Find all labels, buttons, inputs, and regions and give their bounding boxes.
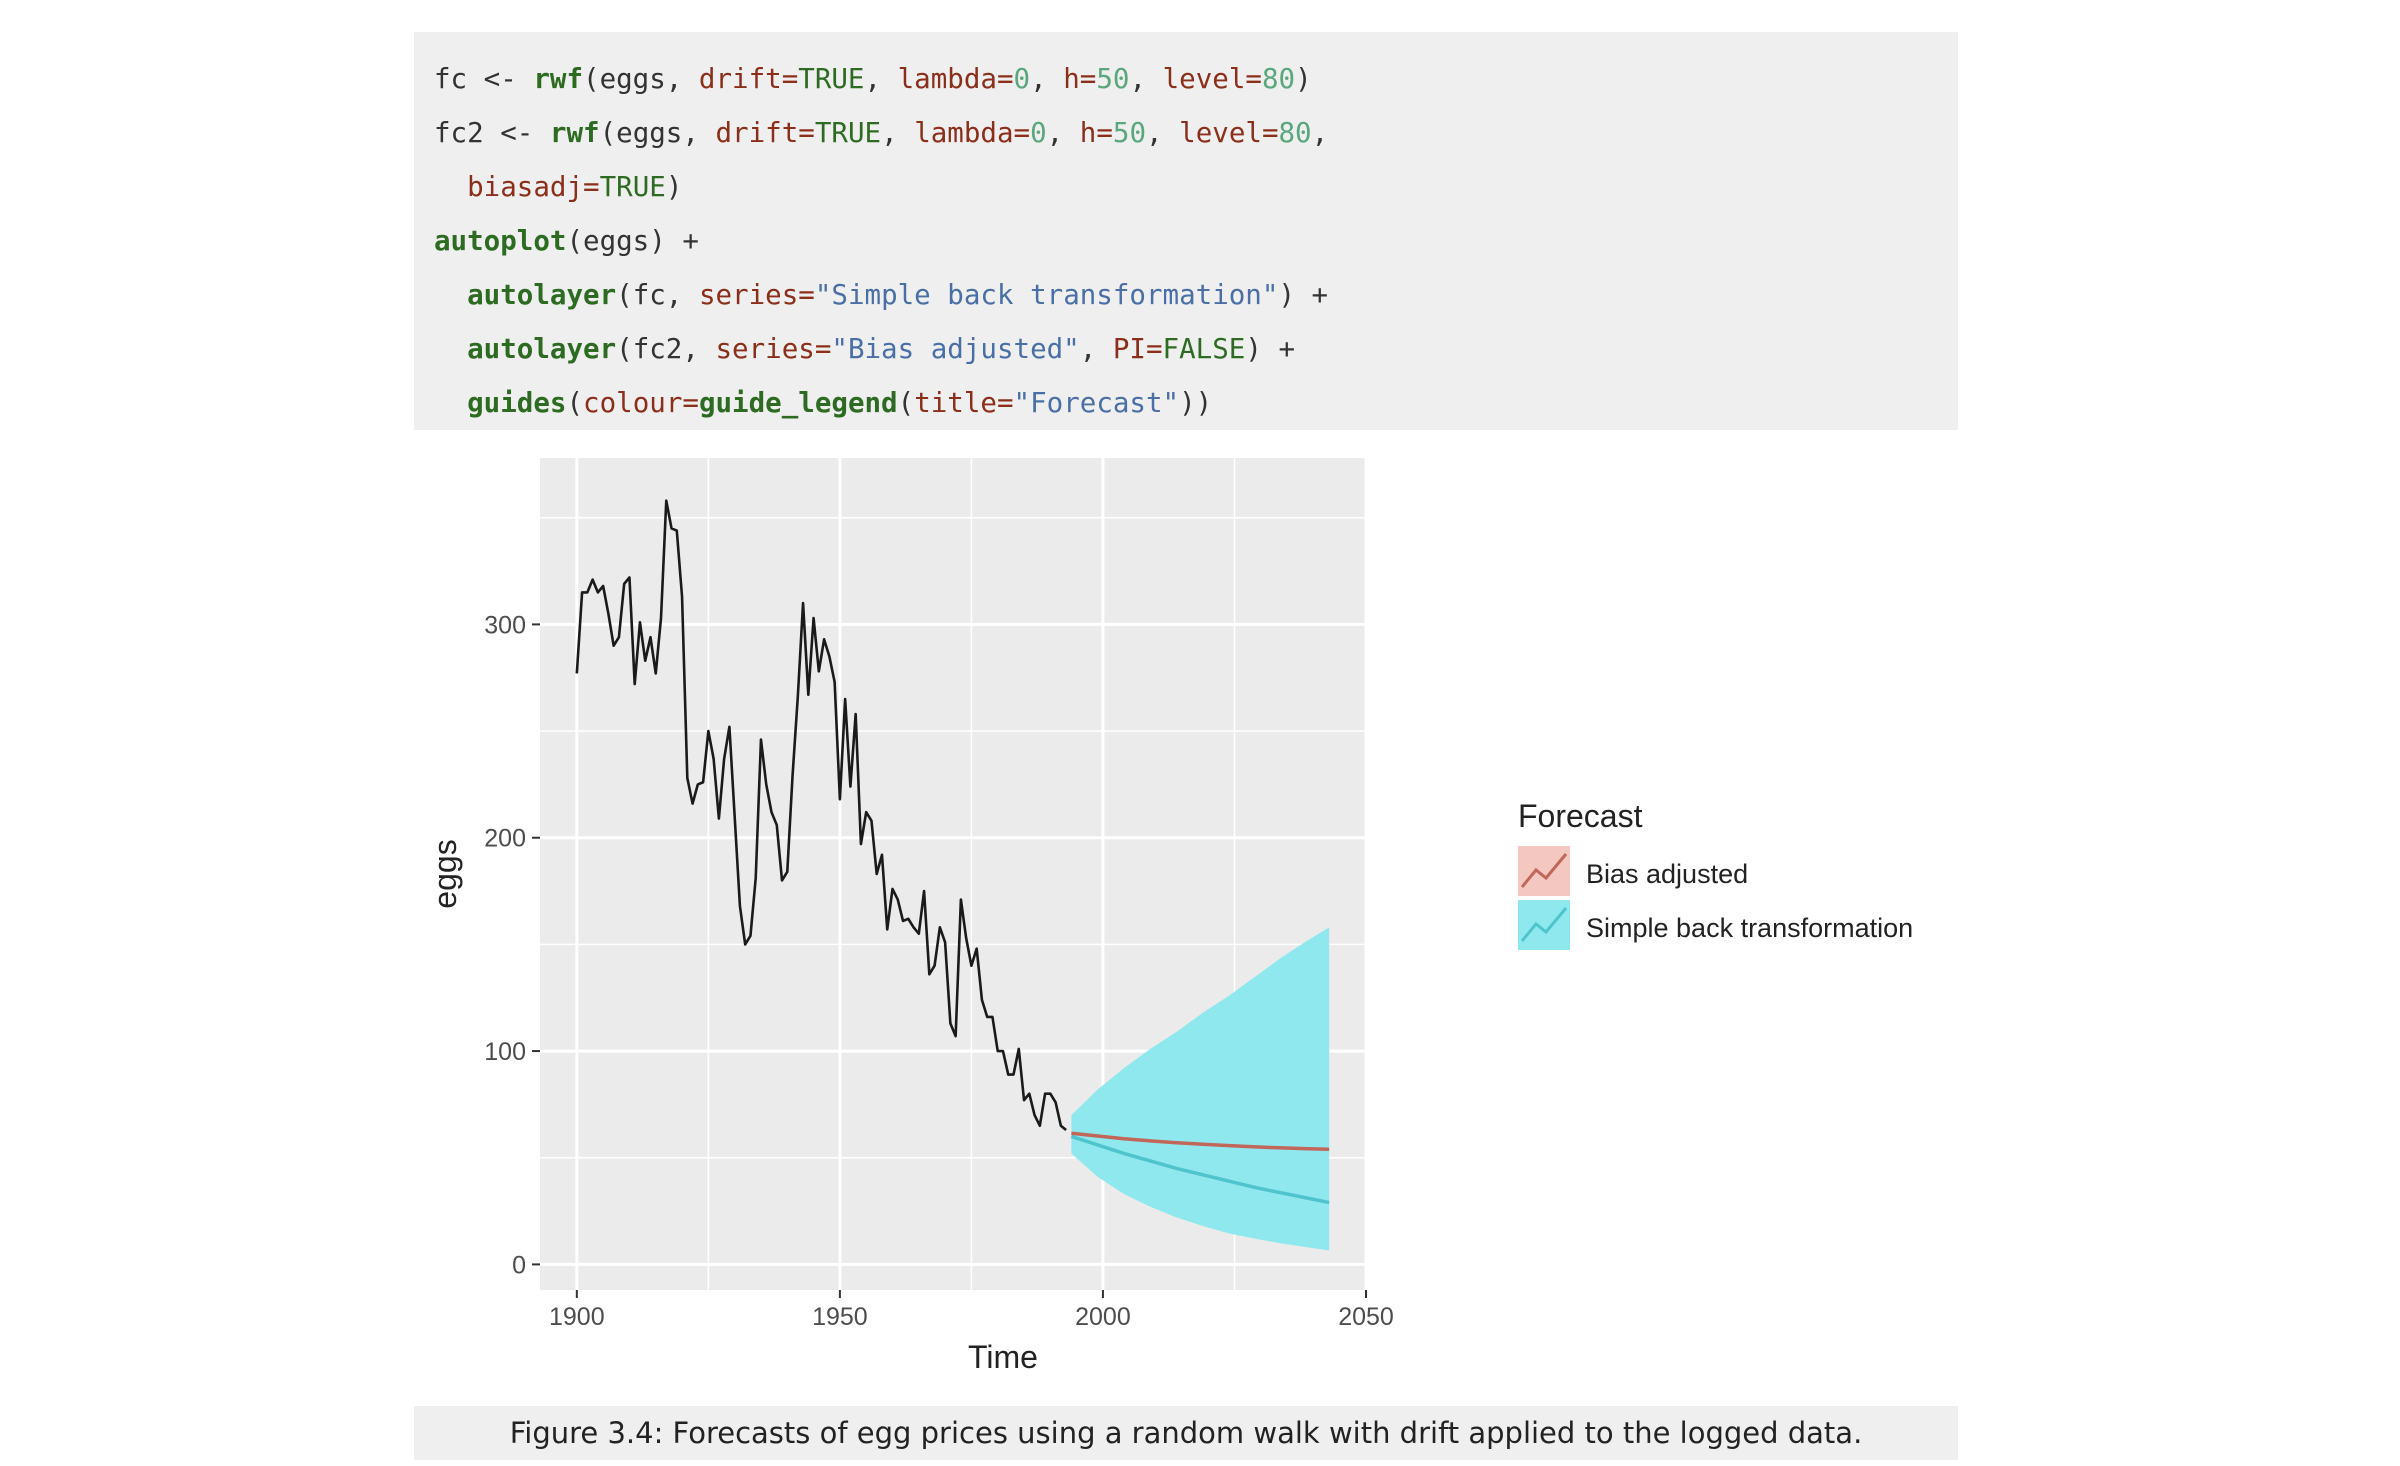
legend-line-simple-back-transformation [1520, 907, 1568, 942]
code-token: TRUE [599, 171, 666, 203]
code-token: guides [467, 387, 567, 419]
code-token: "Simple back transformation" [814, 279, 1279, 311]
code-token: level= [1162, 63, 1262, 95]
code-token: ( [566, 387, 584, 419]
code-line: autoplot(eggs) + [434, 214, 1938, 268]
code-token: 0 [1013, 63, 1031, 95]
code-token: guide_legend [698, 387, 898, 419]
code-token: ) + [1278, 279, 1329, 311]
code-token: rwf [533, 63, 584, 95]
code-token: series= [715, 333, 832, 365]
code-token: , [1030, 63, 1064, 95]
y-tick-label: 200 [484, 825, 526, 853]
code-line: fc <- rwf(eggs, drift=TRUE, lambda=0, h=… [434, 52, 1938, 106]
code-token: (fc, [616, 279, 699, 311]
code-token: , [1046, 117, 1080, 149]
legend-title: Forecast [1518, 798, 1643, 834]
y-tick-label: 0 [512, 1251, 526, 1279]
forecast-chart: 1900 1950 2000 2050 0 100 200 300 Time eggs For… [427, 458, 1913, 1375]
x-tick-label: 2050 [1338, 1303, 1394, 1331]
forecast-line-simple-back-transformation [1070, 1134, 1330, 1205]
code-token: lambda= [897, 63, 1014, 95]
code-token [434, 387, 467, 419]
prediction-interval-bands [1071, 927, 1330, 1251]
code-line: biasadj=TRUE) [434, 160, 1938, 214]
code-token: TRUE [814, 117, 882, 149]
code-token: , [1311, 117, 1329, 149]
code-token: series= [698, 279, 815, 311]
code-line: autolayer(fc2, series="Bias adjusted", P… [434, 322, 1938, 376]
history-line-eggs [575, 499, 1067, 1132]
code-token: "Forecast" [1013, 387, 1180, 419]
code-token: (eggs) + [566, 225, 699, 257]
legend-label-simple-back-transformation: Simple back transformation [1586, 913, 1913, 943]
y-tick-label: 100 [484, 1038, 526, 1066]
code-token: FALSE [1162, 333, 1246, 365]
y-axis-label: eggs [427, 839, 463, 908]
code-token: PI= [1112, 333, 1163, 365]
code-token: 80 [1278, 117, 1312, 149]
axes: 1900 1950 2000 2050 0 100 200 300 [484, 611, 1394, 1331]
code-line: autolayer(fc, series="Simple back transf… [434, 268, 1938, 322]
pi-band-simple-back-transformation [1071, 927, 1330, 1251]
code-block: fc <- rwf(eggs, drift=TRUE, lambda=0, h=… [414, 32, 1958, 430]
code-token: , [1079, 333, 1113, 365]
x-tick-label: 1950 [812, 1303, 868, 1331]
code-token [434, 333, 467, 365]
code-token: fc2 <- [434, 117, 550, 149]
code-token: (eggs, [583, 63, 699, 95]
code-token: )) [1179, 387, 1213, 419]
code-token: drift= [715, 117, 815, 149]
code-token [434, 171, 467, 203]
code-token: 0 [1030, 117, 1047, 149]
code-token: fc <- [434, 63, 534, 95]
code-token: ) [1295, 63, 1312, 95]
code-token: colour= [583, 387, 699, 419]
legend: Forecast Bias adjusted Simple back trans… [1518, 798, 1913, 950]
code-token: h= [1063, 63, 1097, 95]
code-token: level= [1179, 117, 1279, 149]
code-token: (eggs, [599, 117, 716, 149]
x-tick-label: 2000 [1075, 1303, 1131, 1331]
code-token: rwf [549, 117, 600, 149]
code-token: , [1146, 117, 1180, 149]
x-tick-label: 1900 [549, 1303, 605, 1331]
grid-minor [540, 458, 1366, 1290]
code-token: autolayer [467, 333, 617, 365]
code-line: guides(colour=guide_legend(title="Foreca… [434, 376, 1938, 430]
code-token: , [864, 63, 898, 95]
code-token: (fc2, [616, 333, 716, 365]
x-axis-label: Time [968, 1339, 1038, 1375]
forecast-line-bias-adjusted [1071, 1131, 1330, 1151]
code-token: , [881, 117, 915, 149]
legend-key-bias-adjusted [1518, 846, 1570, 896]
code-token: h= [1079, 117, 1113, 149]
legend-key-simple-back-transformation [1518, 900, 1570, 950]
code-token: title= [914, 387, 1014, 419]
code-token: autolayer [467, 279, 617, 311]
code-token: biasadj= [467, 171, 600, 203]
code-token: 50 [1112, 117, 1147, 149]
code-token: ) + [1245, 333, 1296, 365]
y-tick-label: 300 [484, 611, 526, 639]
legend-label-bias-adjusted: Bias adjusted [1586, 859, 1748, 889]
code-token: 50 [1096, 63, 1130, 95]
figure-caption: Figure 3.4: Forecasts of egg prices usin… [414, 1406, 1958, 1460]
code-token [434, 279, 467, 311]
code-token: ) [665, 171, 683, 203]
series-lines [575, 499, 1330, 1205]
code-token: lambda= [914, 117, 1031, 149]
code-token: ( [897, 387, 915, 419]
code-token: , [1129, 63, 1163, 95]
code-token: autoplot [434, 225, 567, 257]
legend-line-bias-adjusted [1520, 853, 1568, 888]
code-token: drift= [698, 63, 799, 95]
code-token: 80 [1261, 63, 1296, 95]
code-token: TRUE [798, 63, 865, 95]
code-line: fc2 <- rwf(eggs, drift=TRUE, lambda=0, h… [434, 106, 1938, 160]
code-token: "Bias adjusted" [831, 333, 1080, 365]
